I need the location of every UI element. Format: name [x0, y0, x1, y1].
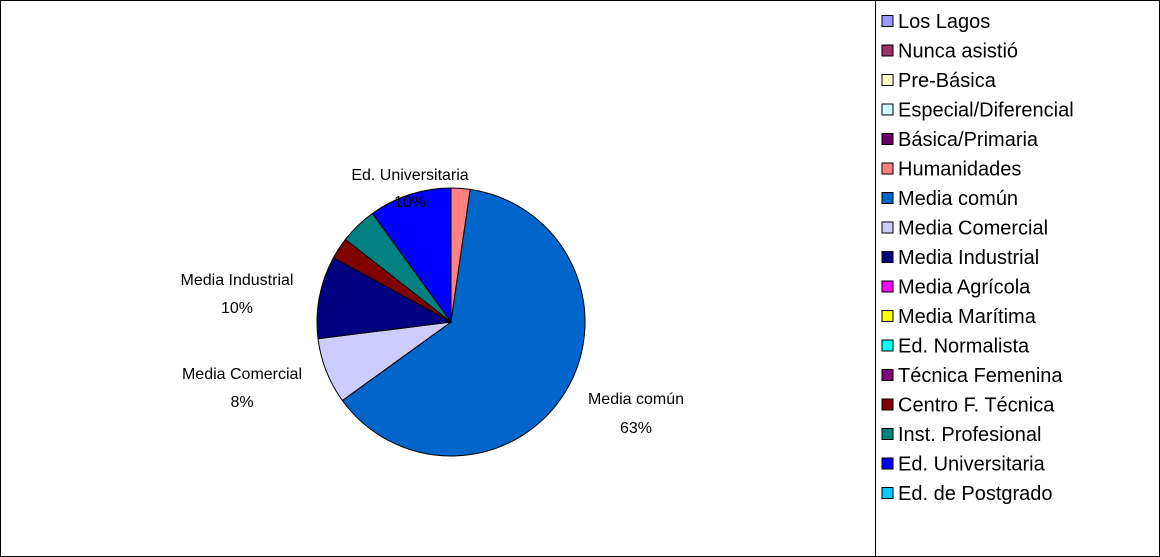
data-label-name: Media Comercial	[182, 366, 302, 383]
legend-item-media-comun: Media común	[881, 188, 1018, 210]
legend-item-ed-de-postgrado: Ed. de Postgrado	[881, 483, 1053, 505]
legend-item-humanidades: Humanidades	[881, 159, 1021, 181]
legend-swatch	[881, 103, 894, 116]
pie-slice-media-industrial	[316, 257, 453, 340]
data-label-name: Media común	[588, 391, 684, 408]
legend-item-media-maritima: Media Marítima	[881, 306, 1037, 328]
legend-label: Media Comercial	[898, 218, 1048, 240]
legend-swatch	[881, 251, 894, 263]
legend-swatch	[881, 74, 894, 86]
data-label-percent: 10%	[221, 300, 253, 317]
data-label-percent: 8%	[230, 394, 253, 411]
legend-label: Técnica Femenina	[898, 365, 1063, 387]
data-label-percent: 10%	[394, 194, 426, 211]
legend-swatch	[881, 162, 894, 175]
data-label-name: Ed. Universitaria	[351, 167, 468, 184]
legend-swatch	[881, 15, 894, 27]
legend-item-nunca-asistio: Nunca asistió	[881, 41, 1018, 63]
data-label-media-comercial: Media Comercial 8%	[182, 366, 302, 411]
legend-label: Humanidades	[898, 159, 1021, 181]
legend-item-ed-normalista: Ed. Normalista	[881, 336, 1030, 358]
legend-swatch	[881, 192, 894, 204]
data-label-media-industrial: Media Industrial 10%	[181, 272, 294, 317]
legend-item-ed-universitaria: Ed. Universitaria	[881, 454, 1046, 476]
legend-label: Los Lagos	[898, 11, 990, 33]
legend-item-los-lagos: Los Lagos	[881, 11, 990, 33]
legend-item-centro-f-tecnica: Centro F. Técnica	[881, 395, 1055, 417]
legend-item-basica-primaria: Básica/Primaria	[881, 129, 1039, 151]
legend-label: Ed. Normalista	[898, 336, 1030, 358]
legend-swatch	[881, 310, 894, 322]
legend-item-pre-basica: Pre-Básica	[881, 70, 997, 92]
legend-label: Centro F. Técnica	[898, 395, 1055, 417]
legend-item-tecnica-femenina: Técnica Femenina	[881, 365, 1063, 387]
legend-label: Media común	[898, 188, 1018, 210]
data-label-name: Media Industrial	[181, 272, 294, 289]
legend-label: Especial/Diferencial	[898, 100, 1074, 122]
legend-label: Ed. Universitaria	[898, 454, 1046, 476]
data-label-media-comun: Media común 63%	[588, 391, 684, 437]
legend-label: Media Industrial	[898, 247, 1039, 269]
legend-swatch	[881, 457, 894, 470]
legend-label: Media Agrícola	[898, 277, 1031, 299]
legend-label: Media Marítima	[898, 306, 1037, 328]
legend-swatch	[881, 133, 894, 145]
legend-item-media-comercial: Media Comercial	[881, 218, 1048, 240]
legend-label: Pre-Básica	[898, 70, 997, 92]
data-label-percent: 63%	[620, 420, 652, 437]
legend-label: Básica/Primaria	[898, 129, 1039, 151]
pie-chart	[316, 187, 586, 457]
legend-swatch	[881, 369, 894, 381]
legend-swatch	[881, 339, 894, 352]
legend-label: Ed. de Postgrado	[898, 483, 1053, 505]
legend-item-media-industrial: Media Industrial	[881, 247, 1039, 269]
legend-swatch	[881, 280, 894, 293]
legend-swatch	[881, 398, 894, 411]
legend-label: Nunca asistió	[898, 41, 1018, 63]
legend-item-inst-profesional: Inst. Profesional	[881, 424, 1041, 446]
legend-swatch	[881, 428, 894, 440]
pie-slice-media-comun	[341, 188, 586, 457]
legend-swatch	[881, 221, 894, 234]
legend-swatch	[881, 44, 894, 57]
legend-swatch	[881, 487, 894, 499]
legend-item-especial-diferencial: Especial/Diferencial	[881, 100, 1074, 122]
pie-slice-ed-universitaria	[371, 187, 452, 324]
data-label-ed-universitaria: Ed. Universitaria 10%	[351, 167, 468, 211]
legend: Los Lagos Nunca asistió Pre-Básica Especial…	[881, 11, 1074, 505]
legend-label: Inst. Profesional	[898, 424, 1041, 446]
legend-item-media-agricola: Media Agrícola	[881, 277, 1031, 299]
